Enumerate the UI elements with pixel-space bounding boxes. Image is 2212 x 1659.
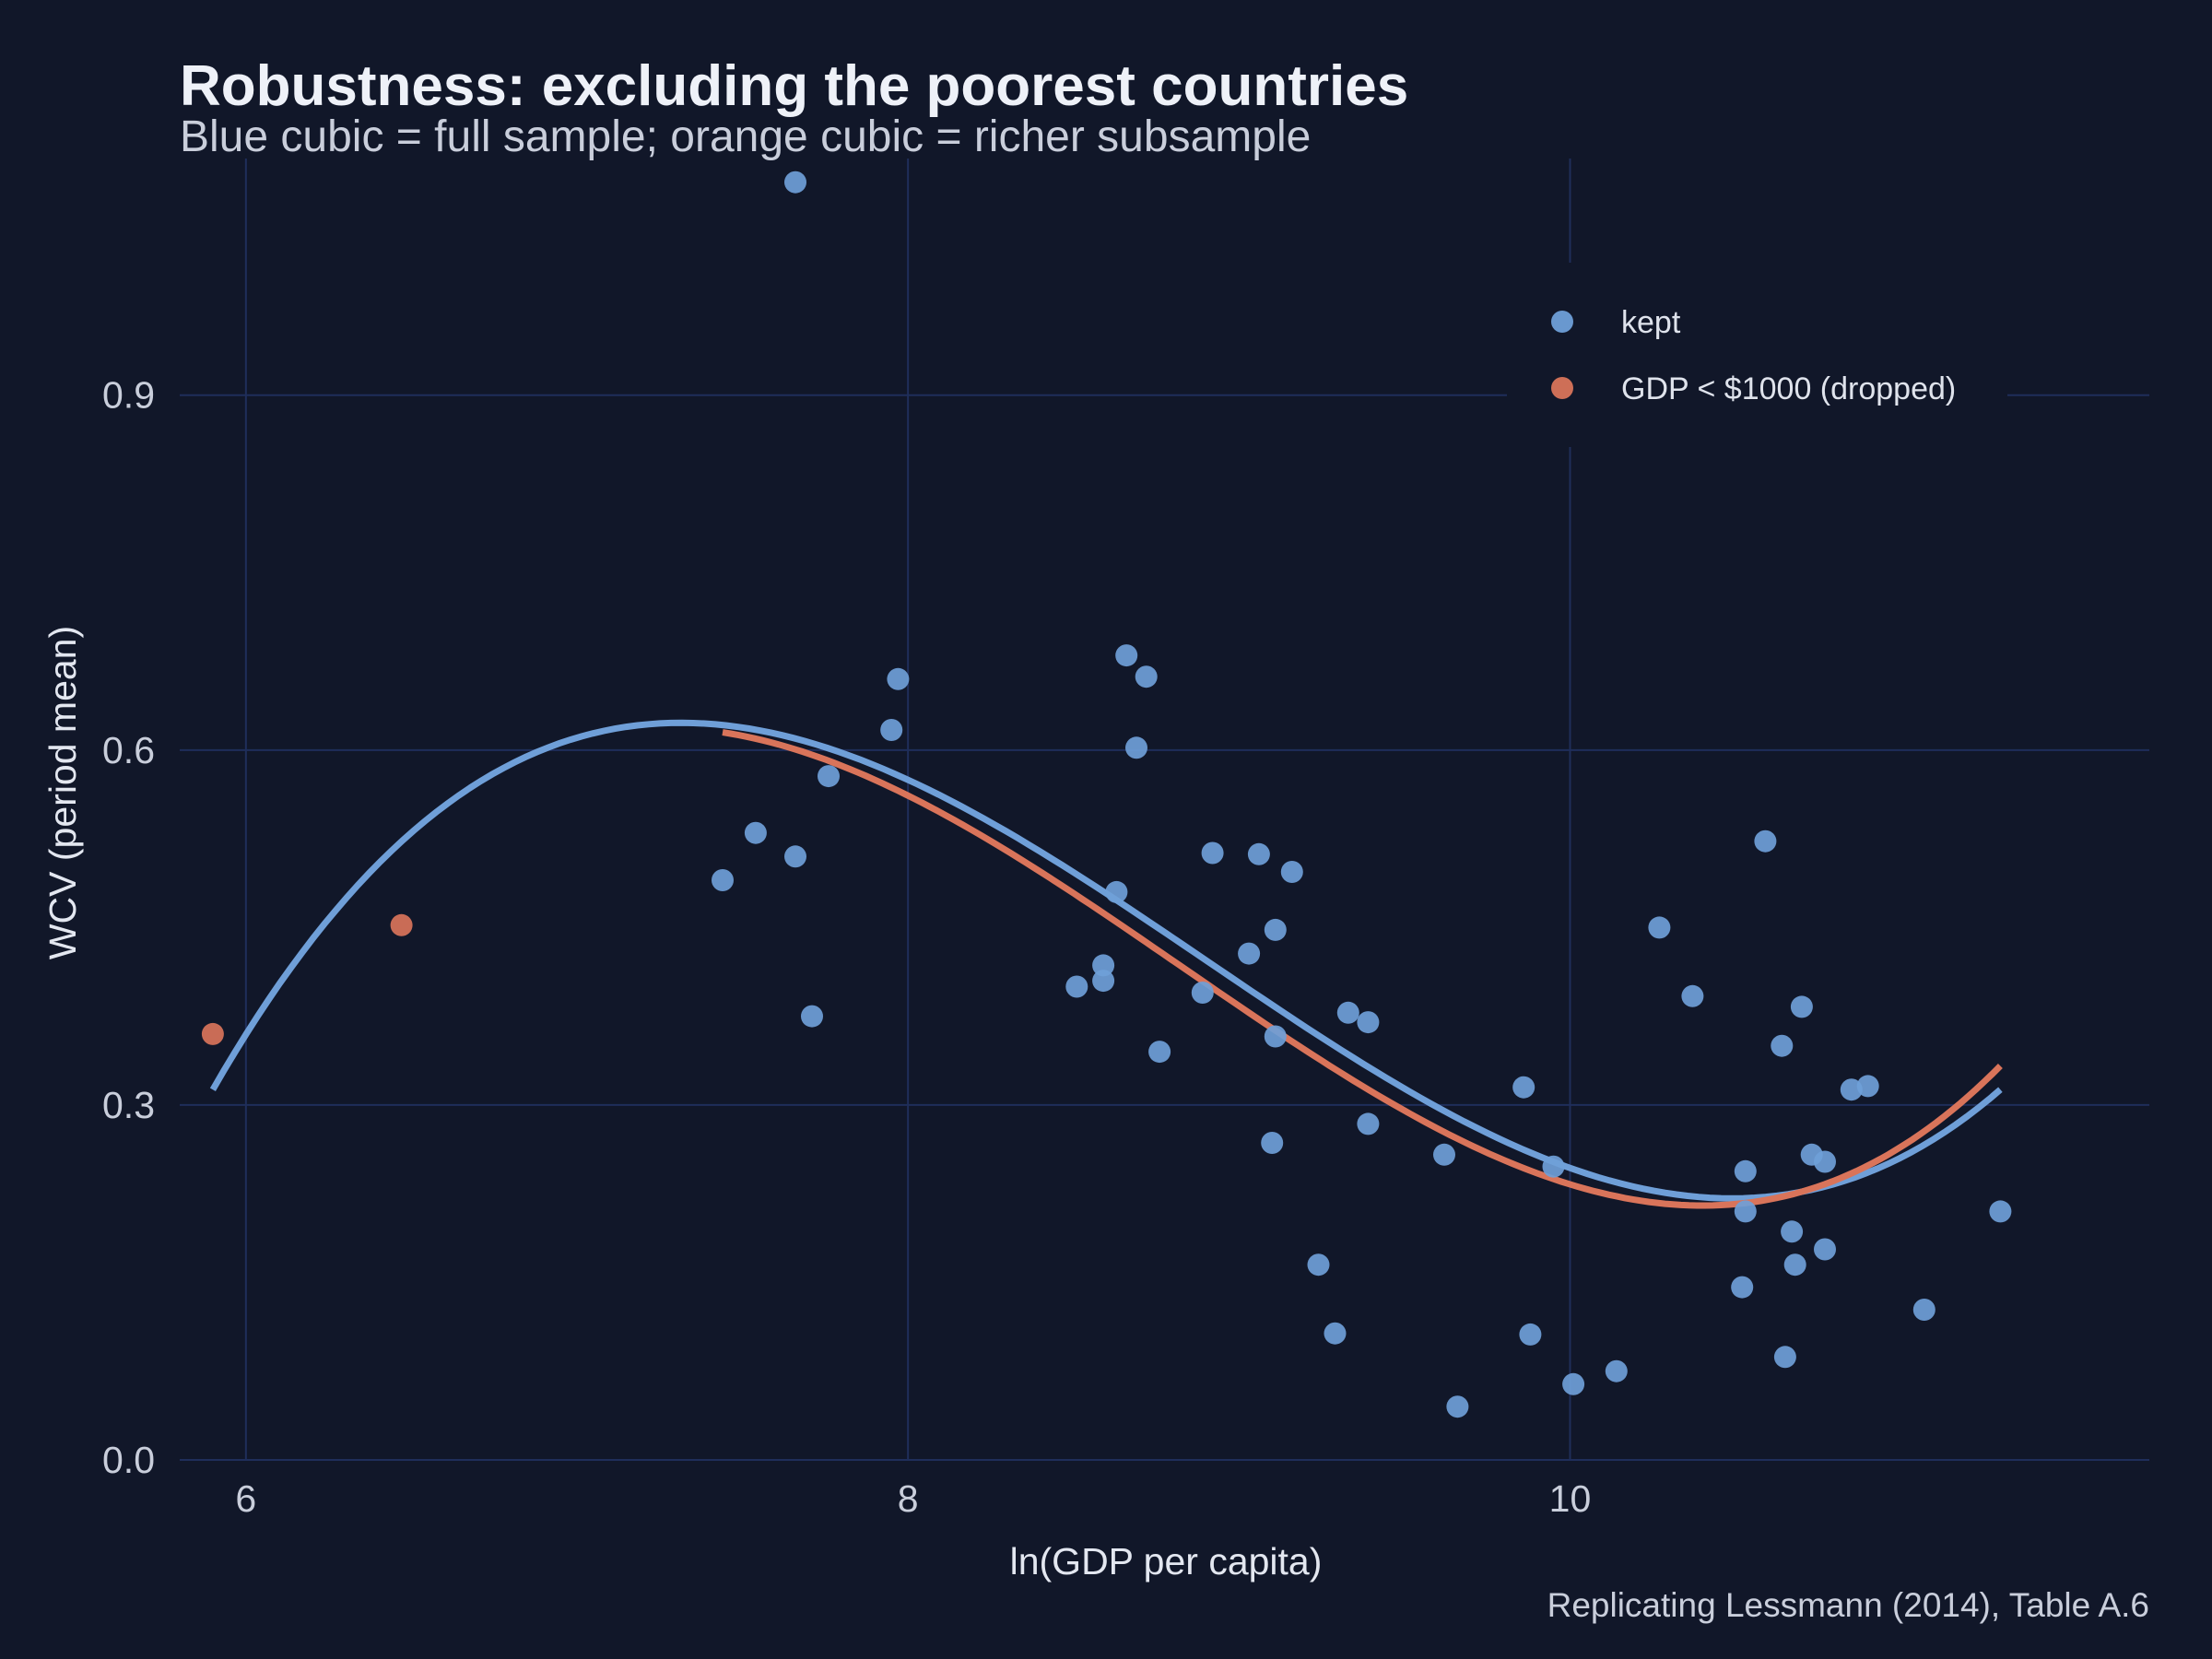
point-kept: [1856, 1075, 1879, 1098]
point-kept: [1247, 842, 1270, 865]
x-axis-label: ln(GDP per capita): [1010, 1540, 1323, 1583]
y-tick-label: 0.0: [102, 1439, 155, 1481]
legend-label-kept: kept: [1621, 305, 1681, 340]
point-kept: [1773, 1346, 1796, 1369]
point-kept: [1065, 975, 1088, 998]
point-kept: [818, 765, 840, 788]
point-kept: [1771, 1034, 1794, 1057]
point-kept: [1781, 1220, 1804, 1243]
point-kept: [1324, 1322, 1347, 1345]
fit-line-richer-subsample: [722, 729, 2003, 1209]
legend: kept GDP < $1000 (dropped): [1551, 305, 1956, 406]
point-kept: [1191, 982, 1214, 1004]
y-tick-label: 0.6: [102, 729, 155, 771]
y-tick-label: 0.3: [102, 1084, 155, 1126]
x-tick-label: 6: [235, 1477, 256, 1520]
axis-layer: 0.0 0.3 0.6 0.9 6 8 10: [102, 374, 1591, 1520]
point-kept: [1307, 1253, 1330, 1277]
point-dropped: [390, 913, 413, 936]
point-kept: [1562, 1372, 1585, 1395]
point-kept: [801, 1005, 823, 1028]
point-kept: [1280, 861, 1303, 883]
point-kept: [1336, 1001, 1359, 1024]
point-kept: [1148, 1041, 1171, 1064]
point-kept: [1201, 841, 1224, 865]
chart-caption: Replicating Lessmann (2014), Table A.6: [1547, 1586, 2149, 1624]
point-kept: [1790, 995, 1813, 1018]
point-kept: [1115, 644, 1138, 667]
point-kept: [1734, 1159, 1757, 1182]
x-tick-label: 10: [1549, 1477, 1592, 1520]
point-kept: [1264, 1025, 1287, 1048]
point-kept: [1754, 830, 1777, 853]
point-kept: [880, 719, 903, 741]
point-kept: [1125, 736, 1147, 759]
y-axis-label: WCV (period mean): [41, 626, 84, 959]
point-kept: [1648, 916, 1671, 939]
point-kept: [1989, 1200, 2012, 1223]
point-kept: [784, 845, 806, 868]
point-kept: [744, 821, 767, 844]
y-tick-label: 0.9: [102, 374, 155, 417]
point-kept: [1357, 1011, 1380, 1034]
point-kept: [1840, 1078, 1863, 1101]
point-kept: [1814, 1150, 1836, 1173]
point-kept: [1446, 1395, 1469, 1418]
point-kept: [784, 171, 806, 194]
point-kept: [1264, 918, 1287, 941]
legend-marker-kept: [1551, 311, 1573, 333]
point-kept: [1092, 954, 1115, 977]
point-kept: [1512, 1076, 1535, 1099]
point-kept: [1542, 1155, 1565, 1178]
point-kept: [1135, 665, 1158, 688]
point-layer: [201, 171, 2012, 1418]
point-kept: [1433, 1143, 1455, 1166]
point-kept: [1092, 970, 1115, 993]
chart-title: Robustness: excluding the poorest countr…: [180, 54, 1408, 118]
x-tick-label: 8: [898, 1477, 919, 1520]
chart-subtitle: Blue cubic = full sample; orange cubic =…: [180, 112, 1311, 161]
point-kept: [1681, 984, 1704, 1007]
point-kept: [1238, 942, 1261, 965]
point-kept: [1605, 1359, 1628, 1382]
point-kept: [1105, 880, 1128, 903]
point-kept: [1814, 1238, 1836, 1261]
point-dropped: [201, 1022, 224, 1045]
legend-label-dropped: GDP < $1000 (dropped): [1621, 371, 1956, 406]
legend-background: [1507, 263, 2007, 447]
legend-marker-dropped: [1551, 377, 1573, 399]
point-kept: [887, 667, 910, 690]
point-kept: [1912, 1299, 1936, 1321]
point-kept: [1261, 1132, 1284, 1154]
point-kept: [712, 869, 734, 891]
point-kept: [1357, 1112, 1380, 1135]
point-kept: [1734, 1200, 1757, 1223]
point-kept: [1783, 1253, 1806, 1277]
point-kept: [1731, 1276, 1754, 1299]
point-kept: [1519, 1323, 1542, 1346]
